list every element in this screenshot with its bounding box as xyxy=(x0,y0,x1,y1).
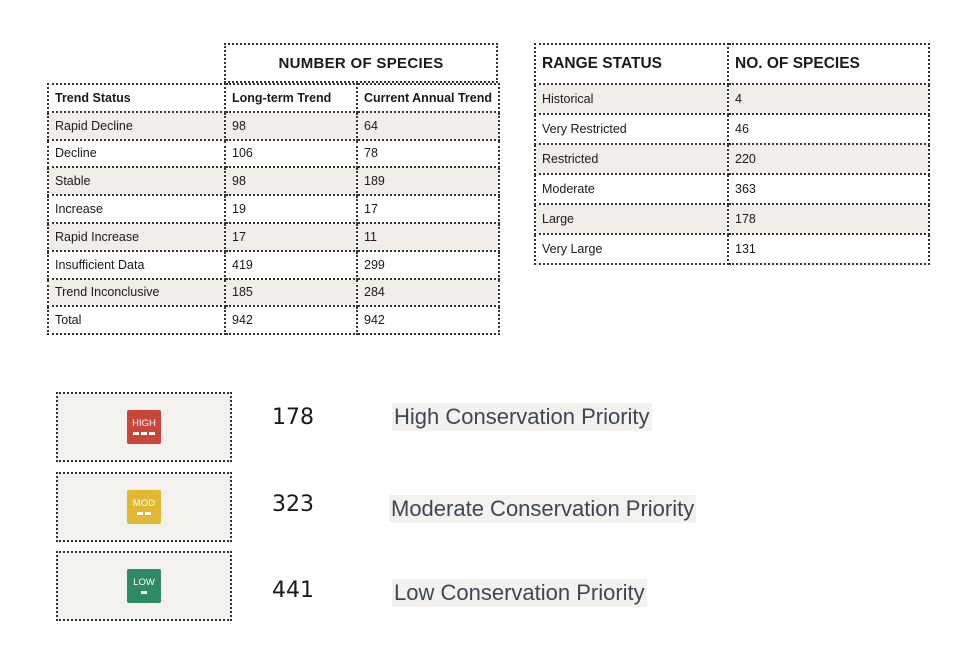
trend-status-cell: Decline xyxy=(47,138,226,169)
trend-status-table: Trend Status Long-term Trend Current Ann… xyxy=(47,83,500,336)
priority-bar xyxy=(145,512,151,515)
priority-bar xyxy=(137,512,143,515)
column-header: Current Annual Trend xyxy=(356,83,500,113)
trend-status-cell: Increase xyxy=(47,194,226,224)
low-priority-label: Low Conservation Priority xyxy=(392,579,647,607)
species-count-cell: 4 xyxy=(727,83,930,115)
long-term-cell: 419 xyxy=(224,249,358,280)
table-row: Historical 4 xyxy=(534,83,930,115)
annual-cell: 78 xyxy=(356,138,500,169)
long-term-cell: 942 xyxy=(224,305,358,336)
long-term-cell: 98 xyxy=(224,166,358,197)
moderate-priority-count: 323 xyxy=(272,492,314,517)
column-header: Trend Status xyxy=(47,83,226,113)
priority-bar xyxy=(149,432,155,435)
long-term-cell: 19 xyxy=(224,194,358,224)
moderate-priority-label: Moderate Conservation Priority xyxy=(389,495,697,523)
priority-bars-icon xyxy=(141,591,147,594)
table-row: Rapid Increase 17 11 xyxy=(47,221,500,252)
species-count-cell: 363 xyxy=(727,173,930,205)
badge-text: HIGH xyxy=(132,418,156,429)
table-row: Decline 106 78 xyxy=(47,138,500,169)
priority-bars-icon xyxy=(137,512,151,515)
trend-status-cell: Rapid Decline xyxy=(47,110,226,141)
trend-status-cell: Stable xyxy=(47,166,226,197)
table-row: Increase 19 17 xyxy=(47,194,500,224)
range-table-header-row: RANGE STATUS NO. OF SPECIES xyxy=(534,43,930,85)
priority-bar xyxy=(133,432,139,435)
range-status-cell: Restricted xyxy=(534,143,729,175)
high-priority-label: High Conservation Priority xyxy=(392,403,652,431)
table-row: Trend Inconclusive 185 284 xyxy=(47,277,500,308)
annual-cell: 284 xyxy=(356,277,500,308)
table-row: Insufficient Data 419 299 xyxy=(47,249,500,280)
long-term-cell: 106 xyxy=(224,138,358,169)
range-status-cell: Historical xyxy=(534,83,729,115)
species-count-cell: 131 xyxy=(727,233,930,265)
long-term-cell: 185 xyxy=(224,277,358,308)
annual-cell: 11 xyxy=(356,221,500,252)
range-status-table: RANGE STATUS NO. OF SPECIES Historical 4… xyxy=(534,43,930,265)
high-priority-count: 178 xyxy=(272,405,314,430)
species-count-cell: 178 xyxy=(727,203,930,235)
priority-bar xyxy=(141,432,147,435)
priority-bar xyxy=(141,591,147,594)
trend-status-cell: Total xyxy=(47,305,226,336)
badge-text: MOD xyxy=(132,498,156,509)
column-header: RANGE STATUS xyxy=(534,43,729,85)
high-priority-icon: HIGH xyxy=(127,410,161,444)
table-row: Very Restricted 46 xyxy=(534,113,930,145)
badge-text: LOW xyxy=(133,577,155,588)
range-status-cell: Moderate xyxy=(534,173,729,205)
priority-badge-box-moderate: MOD xyxy=(56,472,232,542)
species-count-cell: 46 xyxy=(727,113,930,145)
trend-table-group-header: NUMBER OF SPECIES xyxy=(224,43,498,83)
priority-badge-box-low: LOW xyxy=(56,551,232,621)
table-row: Moderate 363 xyxy=(534,173,930,205)
moderate-priority-icon: MOD xyxy=(127,490,161,524)
annual-cell: 299 xyxy=(356,249,500,280)
low-priority-count: 441 xyxy=(272,578,314,603)
trend-status-cell: Rapid Increase xyxy=(47,221,226,252)
priority-badge-box-high: HIGH xyxy=(56,392,232,462)
long-term-cell: 98 xyxy=(224,110,358,141)
table-row: Restricted 220 xyxy=(534,143,930,175)
table-row: Very Large 131 xyxy=(534,233,930,265)
annual-cell: 189 xyxy=(356,166,500,197)
annual-cell: 64 xyxy=(356,110,500,141)
range-status-cell: Very Large xyxy=(534,233,729,265)
table-row-total: Total 942 942 xyxy=(47,305,500,336)
trend-status-cell: Trend Inconclusive xyxy=(47,277,226,308)
annual-cell: 942 xyxy=(356,305,500,336)
column-header: NO. OF SPECIES xyxy=(727,43,930,85)
table-row: Stable 98 189 xyxy=(47,166,500,197)
priority-bars-icon xyxy=(133,432,155,435)
trend-table-header-row: Trend Status Long-term Trend Current Ann… xyxy=(47,83,500,113)
annual-cell: 17 xyxy=(356,194,500,224)
long-term-cell: 17 xyxy=(224,221,358,252)
table-row: Rapid Decline 98 64 xyxy=(47,110,500,141)
column-header: Long-term Trend xyxy=(224,83,358,113)
range-status-cell: Large xyxy=(534,203,729,235)
trend-status-cell: Insufficient Data xyxy=(47,249,226,280)
low-priority-icon: LOW xyxy=(127,569,161,603)
species-count-cell: 220 xyxy=(727,143,930,175)
range-status-cell: Very Restricted xyxy=(534,113,729,145)
table-row: Large 178 xyxy=(534,203,930,235)
